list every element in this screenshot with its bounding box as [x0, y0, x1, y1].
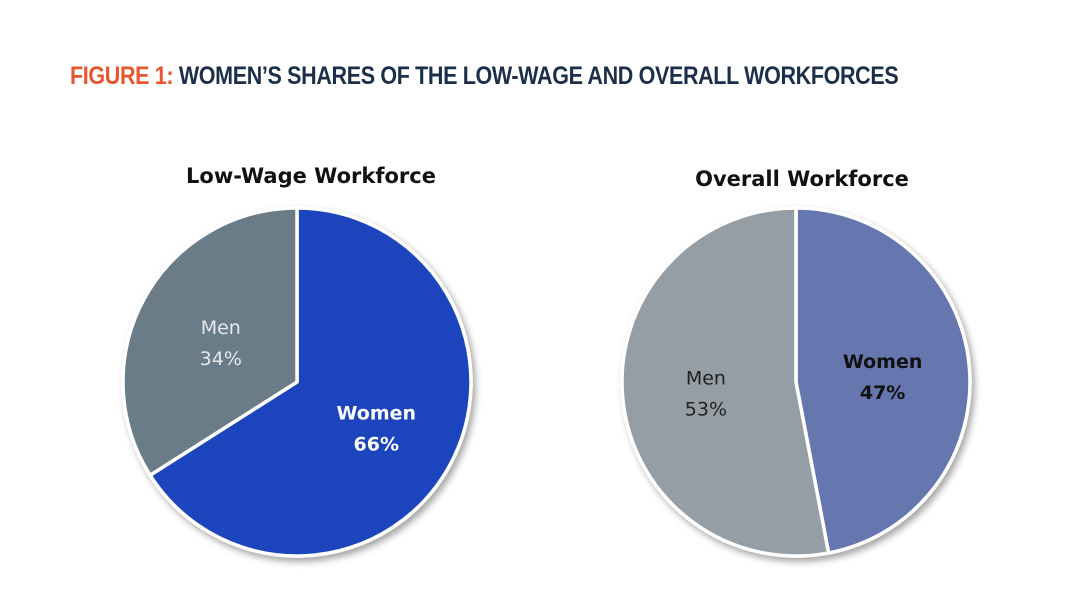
- slice-label-men: Men: [201, 317, 241, 339]
- slice-value-men: 34%: [200, 348, 242, 370]
- pie-slices: [620, 206, 972, 558]
- chart-title-low-wage: Low-Wage Workforce: [186, 164, 436, 188]
- slice-value-women: 47%: [860, 382, 905, 404]
- pie-slice-women: [148, 206, 473, 558]
- pie-slice-women: [794, 206, 972, 555]
- chart-title-overall: Overall Workforce: [695, 167, 909, 191]
- slice-label-women: Women: [337, 403, 417, 425]
- slice-value-women: 66%: [354, 434, 399, 456]
- slice-value-men: 53%: [685, 399, 727, 421]
- figure-title-text: WOMEN’S SHARES OF THE LOW-WAGE AND OVERA…: [178, 62, 899, 90]
- pie-overall: Women 47% Men 53%: [620, 206, 972, 558]
- pie-low-wage: Women 66% Men 34%: [121, 206, 473, 558]
- slice-label-women: Women: [843, 351, 923, 373]
- figure-title: FIGURE 1: WOMEN’S SHARES OF THE LOW-WAGE…: [0, 62, 968, 91]
- figure-title-prefix: FIGURE 1:: [69, 62, 174, 90]
- pie-slices: [121, 206, 473, 558]
- slice-label-men: Men: [686, 368, 726, 390]
- pie-slice-men: [121, 206, 299, 477]
- pie-slice-men: [620, 206, 831, 558]
